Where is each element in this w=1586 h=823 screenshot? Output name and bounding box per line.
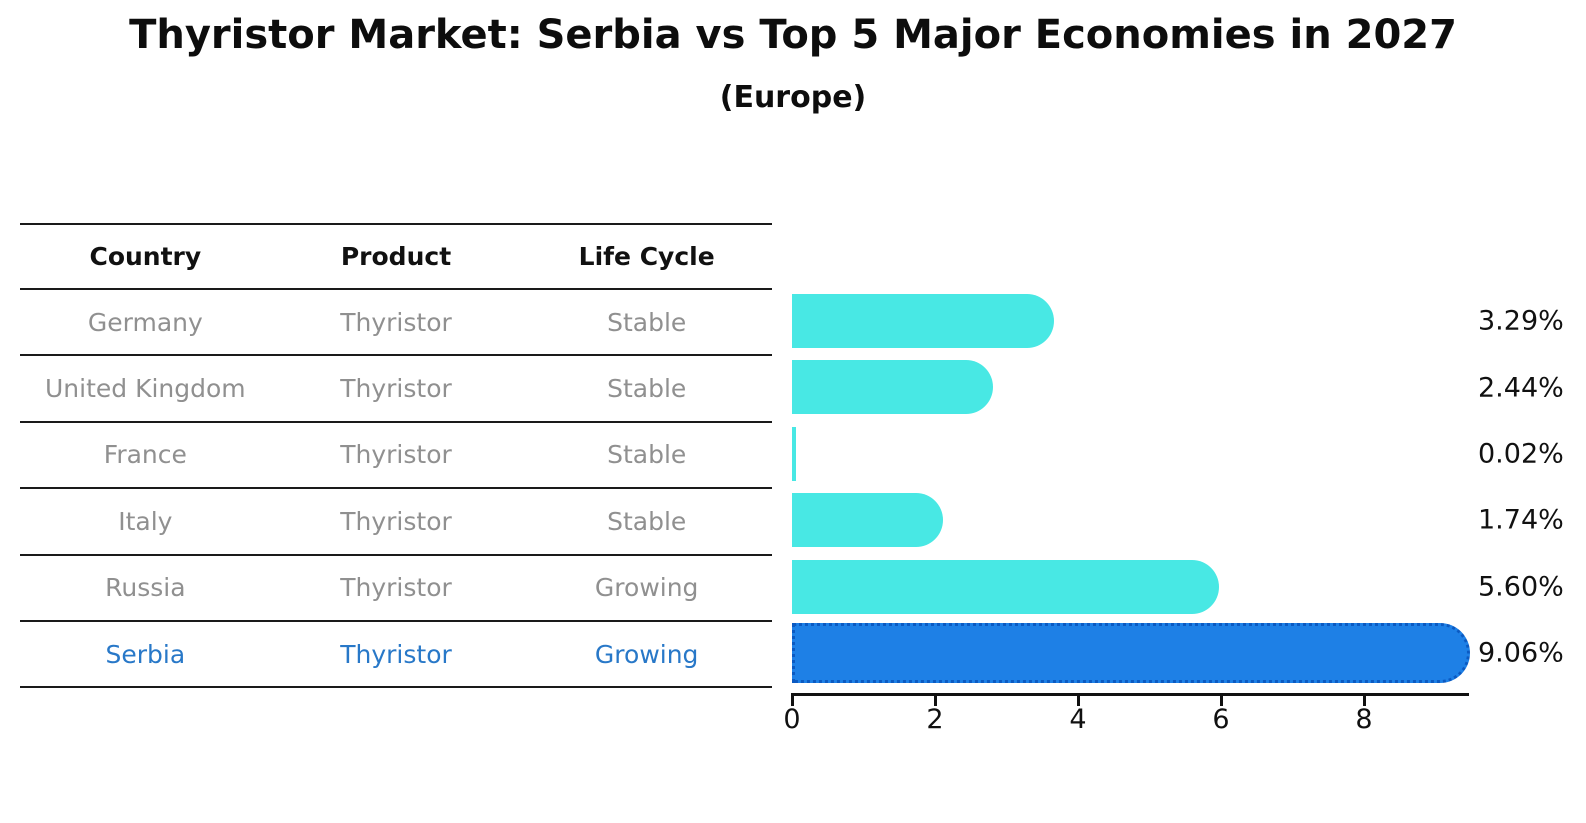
- value-label: 3.29%: [1478, 305, 1564, 337]
- bar-row: [792, 620, 1470, 686]
- x-axis-tick-mark: [1076, 696, 1080, 706]
- x-axis-tick-mark: [933, 696, 937, 706]
- table-row: Serbia Thyristor Growing: [20, 622, 772, 689]
- table-cell-life-cycle: Growing: [594, 573, 699, 603]
- table-cell-country: Russia: [105, 573, 186, 603]
- bar-row: [792, 354, 1468, 420]
- value-label: 2.44%: [1478, 372, 1564, 404]
- table-cell-country: France: [103, 440, 187, 470]
- bar-row: [792, 487, 1468, 553]
- x-axis-line: [791, 693, 1469, 696]
- table-cell-country: Serbia: [105, 639, 186, 669]
- table-cell-country: Germany: [87, 307, 203, 337]
- table-cell-life-cycle: Stable: [607, 307, 687, 337]
- bar-germany: [792, 294, 1055, 348]
- x-axis-tick-mark: [1219, 696, 1223, 706]
- value-label: 0.02%: [1478, 438, 1564, 470]
- x-axis-tick-mark: [790, 696, 794, 706]
- country-table: Country Product Life Cycle Germany Thyris…: [20, 223, 772, 689]
- x-axis-tick-label: 2: [926, 704, 944, 735]
- table-row: France Thyristor Stable: [20, 423, 772, 490]
- x-axis-tick-label: 6: [1212, 704, 1230, 735]
- value-label: 1.74%: [1478, 504, 1564, 536]
- column-header-life-cycle: Life Cycle: [578, 242, 715, 271]
- table-cell-product: Thyristor: [340, 573, 452, 603]
- table-row: Germany Thyristor Stable: [20, 290, 772, 357]
- table-row: Russia Thyristor Growing: [20, 556, 772, 622]
- column-header-country: Country: [89, 242, 202, 271]
- bar-row: [792, 288, 1468, 354]
- x-axis-tick-mark: [1362, 696, 1366, 706]
- bar-row: [792, 421, 1468, 487]
- table-cell-product: Thyristor: [340, 374, 452, 404]
- value-label: 5.60%: [1478, 571, 1564, 603]
- chart-subtitle: (Europe): [719, 80, 867, 115]
- table-header-row: Country Product Life Cycle: [20, 223, 772, 290]
- table-cell-product: Thyristor: [340, 307, 452, 337]
- bar-serbia: [792, 622, 1470, 683]
- x-axis-tick-label: 0: [783, 704, 801, 735]
- table-cell-life-cycle: Stable: [607, 374, 687, 404]
- bar-chart: [792, 288, 1470, 686]
- table-cell-life-cycle: Stable: [607, 440, 687, 470]
- bar-united-kingdom: [792, 360, 994, 415]
- table-cell-life-cycle: Stable: [607, 506, 687, 536]
- table-row: United Kingdom Thyristor Stable: [20, 356, 772, 423]
- x-axis-tick-label: 4: [1069, 704, 1087, 735]
- value-label: 9.06%: [1478, 637, 1564, 669]
- table-row: Italy Thyristor Stable: [20, 489, 772, 556]
- x-axis-tick-label: 8: [1355, 704, 1373, 735]
- table-body: Germany Thyristor Stable United Kingdom Thyr…: [20, 290, 772, 689]
- table-cell-country: Italy: [118, 506, 173, 536]
- chart-title: Thyristor Market: Serbia vs Top 5 Major …: [129, 12, 1457, 58]
- bar-france: [792, 426, 796, 481]
- column-header-product: Product: [340, 242, 452, 271]
- bar-russia: [792, 559, 1220, 614]
- table-cell-life-cycle: Growing: [594, 639, 699, 669]
- bar-row: [792, 554, 1468, 620]
- table-cell-product: Thyristor: [340, 440, 452, 470]
- table-cell-product: Thyristor: [340, 639, 452, 669]
- bar-italy: [792, 493, 944, 548]
- table-cell-product: Thyristor: [340, 506, 452, 536]
- table-cell-country: United Kingdom: [45, 374, 246, 404]
